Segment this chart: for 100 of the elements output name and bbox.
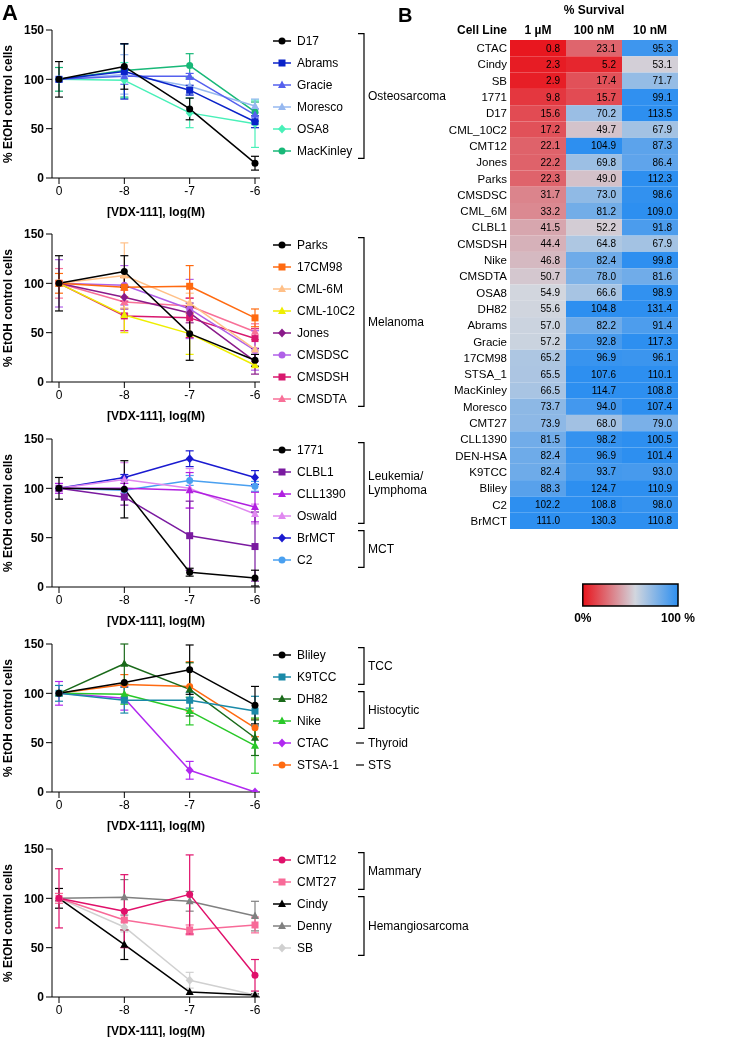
legend-label: Denny — [297, 919, 332, 933]
data-label: 55.6 — [540, 303, 561, 315]
data-label: 112.3 — [647, 173, 673, 185]
color-bar-label: 0% — [574, 611, 592, 625]
data-label: 17.4 — [596, 75, 617, 87]
x-tick-label: -6 — [249, 797, 261, 812]
data-label: 0.8 — [546, 42, 561, 54]
data-label: 110.8 — [647, 515, 673, 527]
data-label: 82.4 — [596, 254, 617, 266]
x-tick-label: -8 — [119, 1002, 130, 1017]
y-tick-label: Jones — [476, 156, 508, 169]
text: Leukemia/ Lymphoma — [368, 469, 428, 497]
y-axis-title: Cell Line — [456, 23, 508, 37]
x-axis-title: [VDX-111], log(M) — [106, 409, 206, 423]
legend-label: CMSDSC — [297, 348, 350, 362]
legend-label: 17CM98 — [297, 260, 343, 274]
data-label: 2.3 — [546, 58, 561, 70]
y-tick-label: 150 — [23, 432, 45, 447]
data-label: 96.1 — [652, 352, 673, 364]
y-tick-label: 0 — [37, 171, 45, 186]
legend-label: Moresco — [297, 100, 344, 114]
y-tick-label: Gracie — [473, 335, 507, 348]
text: MCT — [368, 542, 394, 556]
x-tick-label: 10 nM — [632, 23, 668, 37]
text: TCC — [368, 659, 393, 673]
x-tick-label: 0 — [55, 387, 63, 402]
data-label: 17.2 — [540, 124, 561, 136]
legend-label: CLBL1 — [297, 465, 334, 479]
data-label: 65.2 — [540, 352, 561, 364]
y-tick-label: CMT27 — [469, 417, 507, 430]
data-label: 104.8 — [590, 303, 617, 315]
data-label: 96.9 — [596, 450, 617, 462]
data-label: 44.4 — [540, 238, 561, 250]
data-label: 86.4 — [652, 156, 673, 168]
data-label: 65.5 — [540, 368, 561, 380]
legend-label: Nike — [297, 714, 322, 728]
data-label: 49.7 — [596, 124, 617, 136]
data-label: 131.4 — [646, 303, 673, 315]
x-tick-label: -7 — [184, 1002, 196, 1017]
data-label: 99.1 — [652, 91, 673, 103]
data-label: 15.7 — [596, 91, 617, 103]
x-axis-title: [VDX-111], log(M) — [106, 819, 206, 833]
data-label: 78.0 — [596, 270, 617, 282]
data-label: 114.7 — [591, 384, 617, 396]
x-tick-label: 0 — [55, 1002, 63, 1017]
data-label: 113.5 — [647, 107, 673, 119]
data-label: 81.5 — [540, 433, 561, 445]
text: STS — [368, 758, 392, 772]
data-label: 109.0 — [646, 205, 673, 217]
data-label: 93.7 — [596, 466, 617, 478]
data-label: 91.4 — [652, 319, 673, 331]
data-label: 87.3 — [652, 140, 673, 152]
y-tick-label: Nike — [483, 254, 507, 267]
y-tick-label: CTAC — [476, 42, 507, 55]
legend-label: BrMCT — [297, 531, 335, 545]
data-label: 110.9 — [647, 482, 673, 494]
legend-label: Jones — [297, 326, 330, 340]
data-label: 108.8 — [646, 384, 673, 396]
y-tick-label: CLL1390 — [460, 433, 507, 446]
x-tick-label: -8 — [119, 387, 130, 402]
data-label: 91.8 — [652, 221, 673, 233]
data-label: 68.0 — [596, 417, 617, 429]
y-tick-label: 100 — [23, 891, 45, 906]
legend-label: STSA-1 — [297, 758, 340, 772]
legend-label: CMT12 — [297, 853, 337, 867]
data-label: 54.9 — [540, 287, 561, 299]
x-tick-label: 0 — [55, 592, 63, 607]
legend-label: D17 — [297, 34, 320, 48]
data-label: 98.0 — [652, 499, 673, 511]
y-tick-label: 50 — [30, 530, 45, 545]
data-label: 31.7 — [540, 189, 561, 201]
y-tick-label: 50 — [30, 121, 45, 136]
data-label: 81.2 — [596, 205, 617, 217]
x-axis-title: [VDX-111], log(M) — [106, 205, 206, 219]
y-tick-label: 100 — [23, 686, 45, 701]
text: Mammary — [368, 864, 422, 878]
legend-label: Cindy — [297, 897, 328, 911]
chart-title: A — [2, 0, 18, 26]
data-label: 57.0 — [540, 319, 561, 331]
data-label: 73.7 — [540, 401, 561, 413]
data-label: 82.2 — [596, 319, 617, 331]
data-label: 22.2 — [540, 156, 561, 168]
y-tick-label: 100 — [23, 481, 45, 496]
legend-label: CMT27 — [297, 875, 337, 889]
y-tick-label: 150 — [23, 842, 45, 857]
data-label: 9.8 — [546, 91, 561, 103]
data-label: 79.0 — [652, 417, 673, 429]
data-label: 50.7 — [540, 270, 561, 282]
y-axis-title: % EtOH control cells — [1, 658, 16, 778]
data-label: 104.9 — [590, 140, 617, 152]
legend-label: MacKinley — [297, 144, 353, 158]
legend-label: OSA8 — [297, 122, 330, 136]
data-label: 2.9 — [546, 75, 561, 87]
legend-label: Parks — [297, 238, 328, 252]
x-axis-title: [VDX-111], log(M) — [106, 1024, 206, 1038]
x-tick-label: -7 — [184, 183, 196, 198]
x-tick-label: -8 — [119, 592, 130, 607]
legend-label: SB — [297, 941, 314, 955]
legend-label: Abrams — [297, 56, 339, 70]
data-label: 49.0 — [596, 173, 617, 185]
